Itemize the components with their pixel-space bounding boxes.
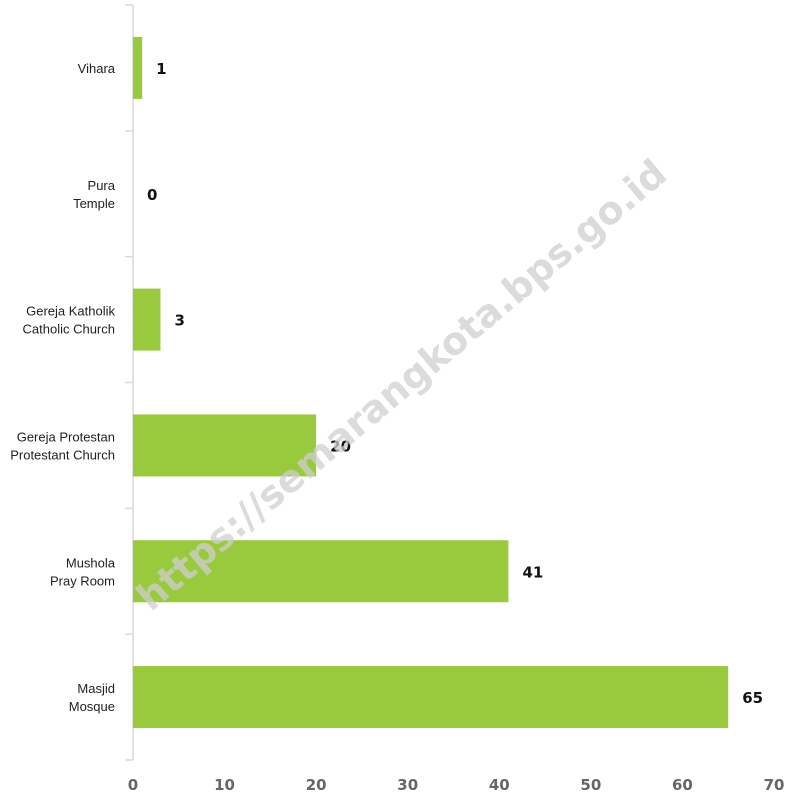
data-label: 65 <box>742 689 763 707</box>
x-tick-label: 10 <box>214 776 235 794</box>
bar <box>133 540 509 603</box>
bar <box>133 36 143 99</box>
bar <box>133 288 161 351</box>
bar <box>133 666 729 729</box>
bars-layer <box>133 36 729 729</box>
category-label: Gereja Katholik Catholic Church <box>23 304 116 337</box>
category-label: Mushola Pray Room <box>50 555 116 588</box>
x-tick-label: 70 <box>764 776 785 794</box>
x-tick-label: 20 <box>306 776 327 794</box>
data-label: 3 <box>174 312 184 330</box>
data-label: 0 <box>147 186 157 204</box>
labels-layer: 1 Vihara 0 Pura Temple 3 Gereja Katholik Cathol… <box>10 60 784 794</box>
x-tick-label: 40 <box>489 776 510 794</box>
category-label: Gereja Protestan Protestant Church <box>10 429 115 462</box>
category-label: Masjid Mosque <box>69 681 115 714</box>
axis-layer <box>125 4 134 761</box>
x-tick-label: 30 <box>397 776 418 794</box>
data-label: 1 <box>156 60 166 78</box>
x-tick-label: 50 <box>580 776 601 794</box>
data-label: 41 <box>522 563 543 581</box>
category-label: Vihara <box>78 61 116 76</box>
data-label: 20 <box>330 437 351 455</box>
x-tick-label: 0 <box>128 776 138 794</box>
bar <box>133 414 317 477</box>
category-label: Pura Temple <box>73 178 116 211</box>
x-tick-label: 60 <box>672 776 693 794</box>
